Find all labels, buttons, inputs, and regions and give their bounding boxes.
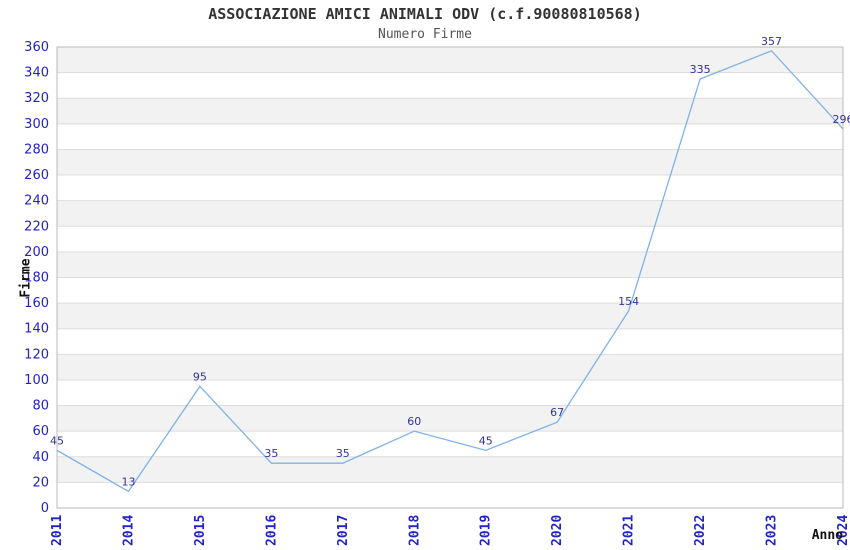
- y-tick-label: 340: [24, 66, 49, 81]
- y-tick-label: 0: [41, 501, 49, 516]
- y-tick-label: 160: [24, 296, 49, 311]
- y-tick-label: 240: [24, 194, 49, 209]
- chart-title: ASSOCIAZIONE AMICI ANIMALI ODV (c.f.9008…: [208, 5, 642, 23]
- data-point-label: 13: [121, 475, 135, 488]
- plot-band: [57, 47, 843, 73]
- y-tick-label: 20: [32, 475, 49, 490]
- series-line: [56, 50, 844, 493]
- x-tick-label: 2014: [121, 515, 136, 546]
- plot-band: [57, 354, 843, 380]
- plot-band: [57, 200, 843, 227]
- x-tick-label: 2019: [479, 515, 494, 546]
- x-tick-label: 2011: [50, 515, 65, 546]
- y-tick-label: 60: [32, 424, 49, 439]
- y-tick-label: 300: [24, 117, 49, 132]
- x-tick-label: 2015: [193, 515, 208, 546]
- x-tick-label: 2020: [550, 515, 565, 546]
- x-tick-label: 2023: [765, 515, 780, 546]
- plot-border: [56, 46, 844, 509]
- plot-band: [57, 251, 843, 278]
- y-tick-label: 140: [24, 322, 49, 337]
- x-tick-label: 2018: [407, 515, 422, 546]
- data-point-label: 296: [833, 113, 850, 126]
- y-tick-label: 180: [24, 271, 49, 286]
- data-point-label: 35: [264, 447, 278, 460]
- y-tick-label: 280: [24, 142, 49, 157]
- x-tick-label: 2021: [622, 515, 637, 546]
- x-tick-label: 2016: [264, 515, 279, 546]
- data-point-label: 45: [50, 434, 64, 447]
- x-axis-title: Anno: [811, 528, 843, 543]
- data-point-label: 357: [761, 35, 782, 48]
- y-tick-label: 80: [32, 399, 49, 414]
- x-tick-label: 2017: [336, 515, 351, 546]
- plot-band: [57, 149, 843, 176]
- plot-band: [57, 456, 843, 483]
- y-tick-label: 100: [24, 373, 49, 388]
- plot-band: [57, 98, 843, 124]
- x-tick-label: 2022: [693, 515, 708, 546]
- y-tick-label: 320: [24, 91, 49, 106]
- data-point-label: 154: [618, 295, 639, 308]
- y-tick-label: 220: [24, 219, 49, 234]
- y-tick-label: 120: [24, 347, 49, 362]
- data-point-label: 35: [336, 447, 350, 460]
- data-point-label: 335: [690, 63, 711, 76]
- y-axis-title: Firme: [18, 258, 34, 298]
- plot-band: [57, 405, 843, 432]
- x-tick-label: 2024: [836, 515, 850, 546]
- plot-band: [57, 303, 843, 329]
- data-point-label: 67: [550, 406, 564, 419]
- y-tick-label: 200: [24, 245, 49, 260]
- y-tick-label: 260: [24, 168, 49, 183]
- data-point-label: 60: [407, 415, 421, 428]
- chart-subtitle: Numero Firme: [378, 27, 472, 42]
- y-tick-label: 40: [32, 450, 49, 465]
- y-tick-label: 360: [24, 40, 49, 55]
- data-point-label: 95: [193, 370, 207, 383]
- data-point-label: 45: [479, 434, 493, 447]
